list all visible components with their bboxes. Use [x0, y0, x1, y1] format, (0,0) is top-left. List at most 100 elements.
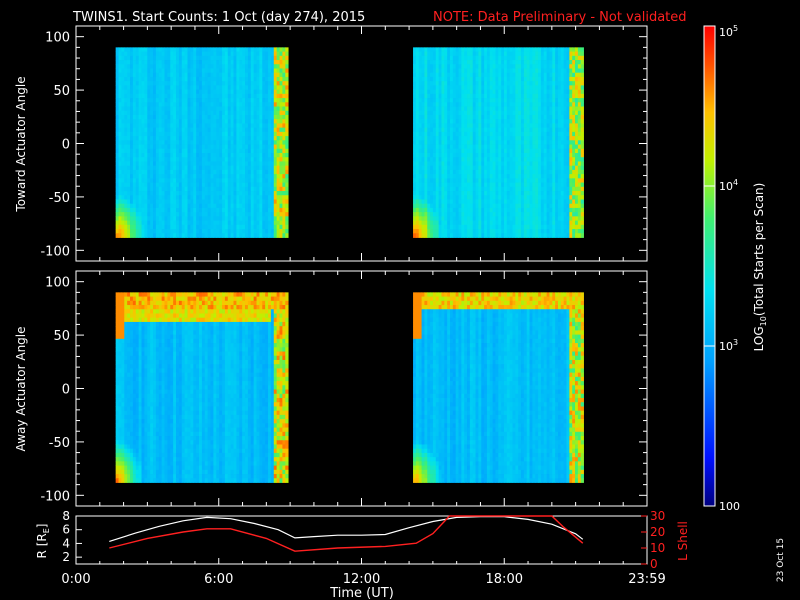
- heatmap-cell: [481, 174, 485, 179]
- heatmap-cell: [540, 64, 545, 69]
- heatmap-cell: [489, 51, 494, 57]
- heatmap-cell: [572, 110, 576, 116]
- heatmap-cell: [150, 182, 154, 188]
- heatmap-cell: [572, 191, 576, 196]
- heatmap-cell: [521, 47, 525, 52]
- heatmap-cell: [518, 157, 522, 162]
- heatmap-cell: [543, 136, 548, 141]
- heatmap-cell: [580, 178, 584, 183]
- heatmap-cell: [557, 60, 562, 65]
- heatmap-cell: [250, 157, 255, 162]
- heatmap-cell: [132, 123, 137, 129]
- heatmap-cell: [546, 136, 550, 141]
- heatmap-cell: [187, 212, 191, 217]
- heatmap-cell: [216, 224, 220, 230]
- heatmap-cell: [549, 93, 553, 99]
- heatmap-cell: [418, 157, 422, 162]
- heatmap-cell: [167, 152, 171, 158]
- heatmap-cell: [158, 127, 163, 133]
- heatmap-cell: [555, 64, 559, 69]
- heatmap-cell: [467, 102, 471, 107]
- heatmap-cell: [282, 203, 286, 209]
- heatmap-cell: [253, 85, 257, 91]
- heatmap-cell: [273, 93, 278, 99]
- heatmap-cell: [413, 106, 417, 112]
- heatmap-cell: [250, 81, 255, 86]
- heatmap-cell: [135, 55, 140, 61]
- heatmap-cell: [193, 102, 197, 107]
- heatmap-cell: [469, 51, 474, 57]
- heatmap-cell: [207, 157, 211, 162]
- heatmap-cell: [135, 152, 140, 158]
- heatmap-cell: [253, 182, 257, 188]
- heatmap-cell: [115, 85, 119, 91]
- heatmap-cell: [449, 174, 454, 179]
- heatmap-cell: [276, 123, 280, 129]
- heatmap-cell: [572, 144, 576, 150]
- heatmap-cell: [282, 127, 286, 133]
- heatmap-cell: [566, 174, 570, 179]
- heatmap-cell: [141, 81, 145, 86]
- heatmap-cell: [242, 233, 246, 238]
- heatmap-cell: [481, 81, 485, 86]
- heatmap-cell: [521, 81, 525, 86]
- heatmap-cell: [138, 199, 142, 205]
- heatmap-cell: [441, 85, 445, 91]
- heatmap-cell: [147, 144, 151, 150]
- heatmap-cell: [472, 110, 476, 116]
- heatmap-cell: [282, 81, 286, 86]
- heatmap-cell: [580, 98, 584, 103]
- heatmap-cell: [130, 98, 134, 103]
- heatmap-cell: [181, 195, 186, 200]
- heatmap-cell: [432, 64, 437, 69]
- heatmap-cell: [227, 76, 232, 82]
- heatmap-cell: [259, 123, 263, 129]
- heatmap-cell: [566, 55, 570, 61]
- heatmap-cell: [158, 64, 163, 69]
- heatmap-cell: [279, 51, 283, 57]
- heatmap-cell: [233, 127, 237, 133]
- heatmap-cell: [170, 191, 174, 196]
- heatmap-cell: [447, 127, 451, 133]
- heatmap-cell: [540, 110, 545, 116]
- heatmap-cell: [523, 123, 528, 129]
- heatmap-cell: [492, 98, 496, 103]
- heatmap-cell: [121, 72, 125, 78]
- heatmap-cell: [176, 114, 180, 120]
- heatmap-cell: [138, 102, 142, 107]
- heatmap-cell: [268, 110, 272, 116]
- heatmap-cell: [279, 161, 283, 167]
- heatmap-cell: [236, 136, 240, 141]
- heatmap-cell: [245, 76, 249, 82]
- heatmap-cell: [236, 85, 240, 91]
- heatmap-cell: [475, 186, 479, 192]
- heatmap-cell: [444, 119, 448, 124]
- heatmap-cell: [184, 207, 188, 213]
- heatmap-cell: [543, 148, 548, 154]
- heatmap-cell: [239, 55, 243, 61]
- heatmap-cell: [270, 102, 275, 107]
- heatmap-cell: [173, 178, 177, 183]
- heatmap-cell: [121, 76, 125, 82]
- heatmap-cell: [430, 89, 434, 95]
- heatmap-cell: [158, 68, 163, 74]
- heatmap-cell: [449, 152, 454, 158]
- heatmap-cell: [135, 191, 140, 196]
- heatmap-cell: [492, 186, 496, 192]
- heatmap-cell: [535, 114, 539, 120]
- heatmap-cell: [276, 195, 280, 200]
- heatmap-cell: [523, 186, 528, 192]
- heatmap-cell: [523, 47, 528, 52]
- heatmap-cell: [282, 199, 286, 205]
- heatmap-cell: [190, 76, 194, 82]
- heatmap-cell: [210, 72, 214, 78]
- heatmap-cell: [230, 212, 234, 217]
- heatmap-cell: [167, 106, 171, 112]
- heatmap-cell: [413, 123, 417, 129]
- heatmap-cell: [141, 152, 145, 158]
- heatmap-cell: [259, 119, 263, 124]
- heatmap-cell: [518, 47, 522, 52]
- heatmap-cell: [518, 110, 522, 116]
- heatmap-cell: [170, 106, 174, 112]
- heatmap-cell: [176, 136, 180, 141]
